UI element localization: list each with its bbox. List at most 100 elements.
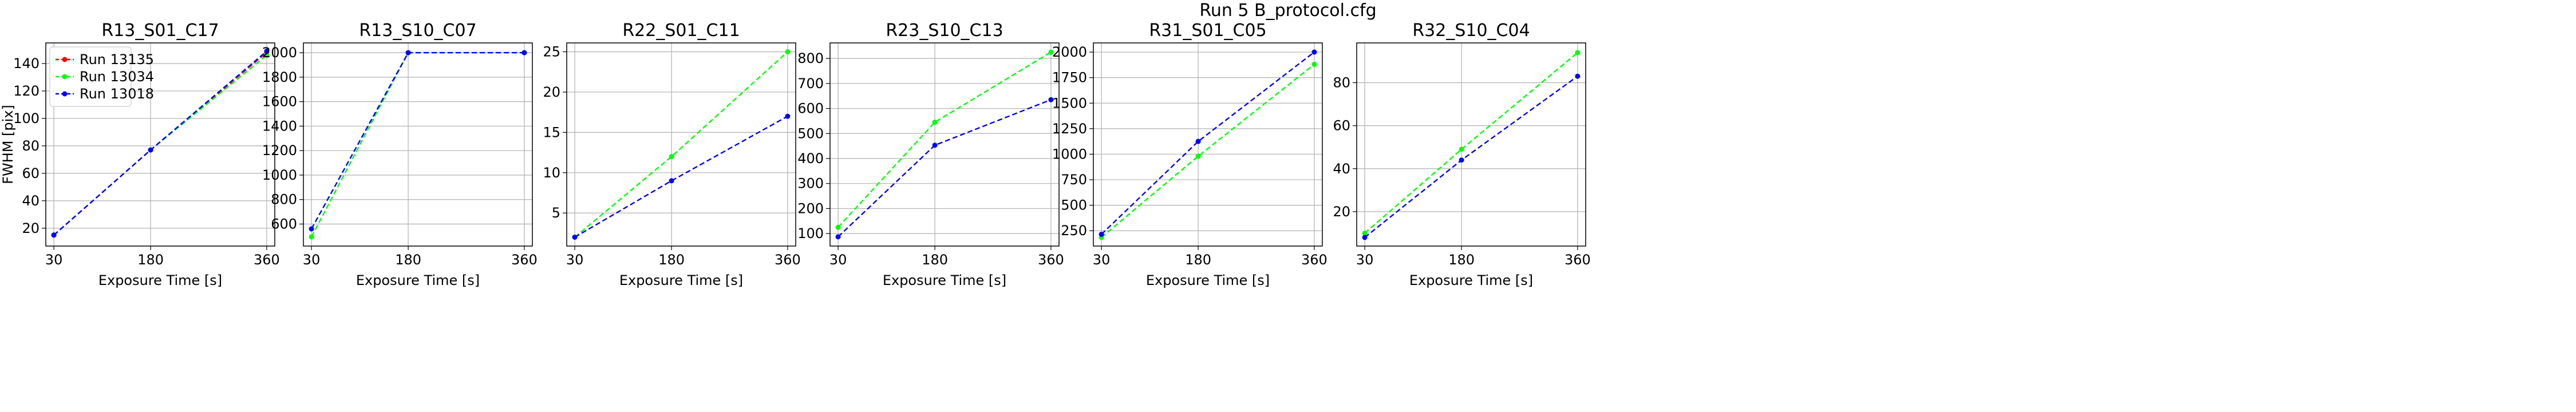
data-point bbox=[1362, 230, 1368, 236]
plot-frame bbox=[1093, 42, 1323, 247]
data-point bbox=[264, 48, 270, 54]
y-tick-label: 120 bbox=[13, 83, 39, 99]
x-tick-label: 180 bbox=[137, 252, 164, 268]
y-tick-label: 800 bbox=[271, 192, 297, 208]
y-tick-label: 15 bbox=[543, 124, 560, 140]
y-tick-label: 1600 bbox=[262, 94, 297, 110]
data-point bbox=[1048, 97, 1054, 102]
x-axis-label: Exposure Time [s] bbox=[98, 272, 222, 288]
y-tick-label: 40 bbox=[22, 193, 39, 209]
legend-point bbox=[62, 57, 68, 62]
y-tick-label: 20 bbox=[543, 84, 560, 100]
legend-point bbox=[62, 74, 68, 80]
y-tick-label: 1000 bbox=[1052, 146, 1087, 162]
x-tick-label: 360 bbox=[1301, 252, 1327, 268]
y-tick-label: 1000 bbox=[262, 167, 297, 183]
data-point bbox=[1099, 231, 1104, 237]
series-green bbox=[309, 50, 527, 240]
panel-title: R13_S01_C17 bbox=[101, 21, 219, 41]
x-tick-label: 180 bbox=[395, 252, 421, 268]
y-tick-label: 600 bbox=[271, 216, 297, 232]
panels: R13_S01_C17 30 180 360 20 40 60 80 100 120 140 Expo… bbox=[0, 21, 1591, 288]
data-point bbox=[1575, 73, 1581, 79]
x-tick-label: 360 bbox=[254, 252, 280, 268]
x-tick-label: 30 bbox=[829, 252, 847, 268]
series-blue bbox=[1362, 73, 1581, 240]
series-line bbox=[1101, 52, 1315, 235]
data-point bbox=[835, 234, 841, 240]
data-point bbox=[1575, 50, 1581, 56]
plot-frame bbox=[303, 42, 533, 247]
y-tick-label: 700 bbox=[797, 76, 824, 92]
data-point bbox=[669, 154, 674, 160]
data-point bbox=[1311, 49, 1317, 55]
y-tick-label: 300 bbox=[797, 176, 824, 192]
series-green bbox=[1099, 61, 1317, 240]
x-axis-label: Exposure Time [s] bbox=[1409, 272, 1533, 288]
data-point bbox=[521, 50, 527, 56]
data-point bbox=[264, 53, 270, 58]
x-axis-label: Exposure Time [s] bbox=[619, 272, 743, 288]
y-tick-label: 1500 bbox=[1052, 95, 1087, 111]
y-tick-label: 1400 bbox=[262, 118, 297, 134]
x-tick-label: 360 bbox=[1564, 252, 1591, 268]
y-tick-label: 1200 bbox=[262, 142, 297, 159]
panel-4: R23_S10_C13 30 180 360 100 200 300 400 500 600 700… bbox=[797, 21, 1064, 288]
x-axis-label: Exposure Time [s] bbox=[356, 272, 480, 288]
series-line bbox=[1101, 64, 1315, 238]
y-axis-label: FWHM [pix] bbox=[0, 105, 16, 184]
data-point bbox=[1311, 61, 1317, 67]
legend-item: Run 13018 bbox=[56, 86, 154, 102]
x-tick-label: 30 bbox=[1356, 252, 1374, 268]
panel-2: R13_S10_C07 30 180 360 600 800 1000 1200 1400 160… bbox=[262, 21, 538, 288]
data-point bbox=[148, 147, 153, 153]
y-tick-label: 60 bbox=[22, 165, 39, 181]
x-tick-label: 180 bbox=[1448, 252, 1475, 268]
y-tick-label: 80 bbox=[22, 138, 39, 154]
y-tick-label: 500 bbox=[797, 125, 824, 141]
x-tick-label: 30 bbox=[566, 252, 584, 268]
data-point bbox=[309, 226, 314, 232]
y-tick-label: 1750 bbox=[1052, 70, 1087, 86]
data-point bbox=[669, 178, 674, 184]
plot-frame bbox=[1356, 42, 1586, 247]
y-tick-label: 800 bbox=[797, 50, 824, 66]
y-tick-label: 140 bbox=[13, 56, 39, 72]
panel-3: R22_S01_C11 30 180 360 5 10 15 20 25 Exposure Tim… bbox=[543, 21, 800, 288]
series-line bbox=[1364, 52, 1578, 234]
series-line bbox=[311, 52, 524, 229]
data-point bbox=[1459, 146, 1464, 152]
x-tick-label: 30 bbox=[303, 252, 321, 268]
x-tick-label: 180 bbox=[922, 252, 948, 268]
series-line bbox=[574, 51, 788, 238]
panel-title: R32_S10_C04 bbox=[1412, 21, 1530, 41]
y-tick-label: 20 bbox=[22, 220, 39, 236]
panel-title: R22_S01_C11 bbox=[622, 21, 740, 41]
y-tick-label: 600 bbox=[797, 101, 824, 117]
data-point bbox=[572, 235, 578, 240]
y-tick-label: 2000 bbox=[262, 45, 297, 61]
plot-frame bbox=[45, 42, 275, 247]
series-line bbox=[574, 116, 788, 238]
data-point bbox=[835, 224, 841, 230]
y-tick-label: 1250 bbox=[1052, 121, 1087, 137]
x-tick-label: 180 bbox=[658, 252, 685, 268]
data-point bbox=[785, 113, 791, 119]
data-point bbox=[1195, 138, 1201, 144]
y-tick-label: 40 bbox=[1333, 161, 1350, 177]
legend-item: Run 13034 bbox=[56, 69, 154, 85]
data-point bbox=[405, 50, 411, 56]
series-green bbox=[1362, 50, 1581, 236]
data-point bbox=[932, 120, 938, 125]
x-tick-label: 360 bbox=[511, 252, 538, 268]
y-tick-label: 200 bbox=[797, 200, 824, 216]
y-tick-label: 400 bbox=[797, 150, 824, 167]
series-line bbox=[837, 52, 1052, 228]
data-point bbox=[51, 232, 57, 238]
y-tick-label: 80 bbox=[1333, 74, 1350, 90]
panel-title: R23_S10_C13 bbox=[886, 21, 1003, 41]
y-tick-label: 750 bbox=[1061, 172, 1087, 188]
panel-1: R13_S01_C17 30 180 360 20 40 60 80 100 120 140 Expo… bbox=[0, 21, 280, 288]
